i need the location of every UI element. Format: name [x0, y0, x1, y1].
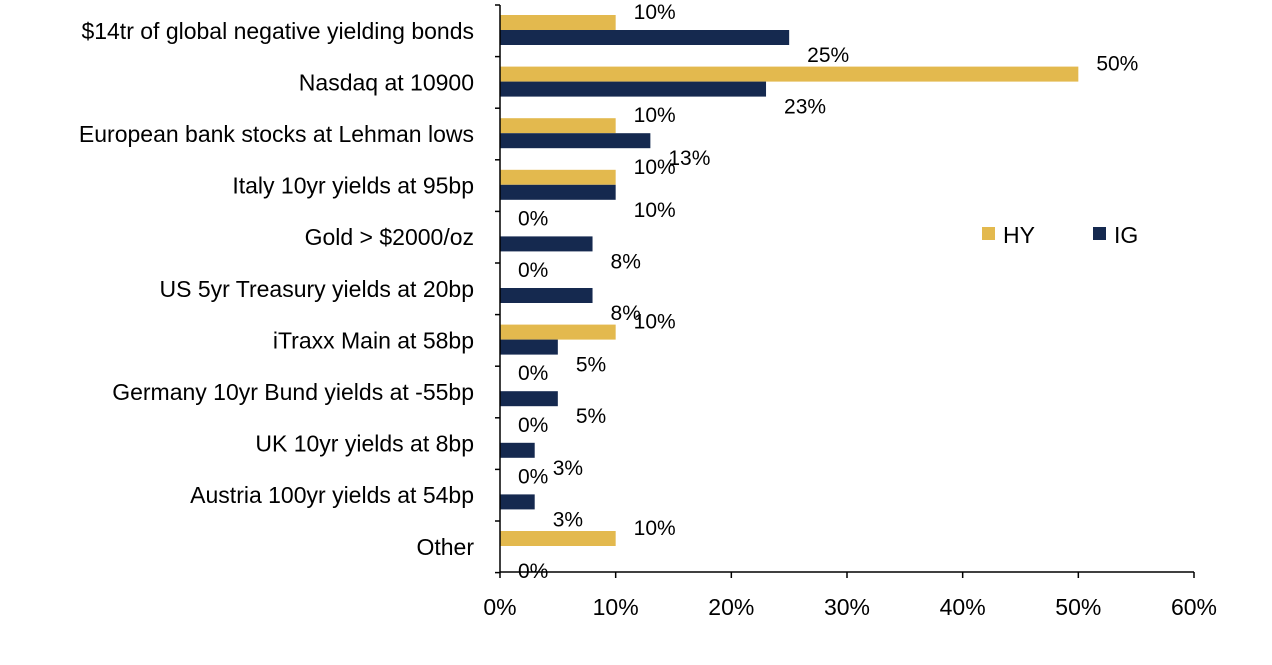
- data-label-ig-us-5yr-treasury-yields-at-20bp: 8%: [611, 302, 641, 325]
- bar-hy-other: [500, 531, 616, 546]
- category-label-us-5yr-treasury-yields-at-20bp: US 5yr Treasury yields at 20bp: [160, 276, 474, 302]
- data-label-ig-italy-10yr-yields-at-95bp: 10%: [634, 199, 676, 222]
- data-label-ig-itraxx-main-at-58bp: 5%: [576, 354, 606, 377]
- x-tick-label: 10%: [593, 594, 639, 620]
- data-label-hy-european-bank-stocks-at-lehman-lows: 10%: [634, 104, 676, 127]
- category-label-uk-10yr-yields-at-8bp: UK 10yr yields at 8bp: [255, 431, 474, 457]
- data-label-hy-austria-100yr-yields-at-54bp: 0%: [518, 465, 548, 488]
- category-label-gold-2000-oz: Gold > $2000/oz: [305, 224, 474, 250]
- bar-hy-italy-10yr-yields-at-95bp: [500, 169, 616, 185]
- bar-ig-european-bank-stocks-at-lehman-lows: [500, 133, 651, 149]
- bar-ig-itraxx-main-at-58bp: [500, 339, 558, 355]
- data-label-ig-gold-2000-oz: 8%: [611, 250, 641, 273]
- data-label-hy-nasdaq-at-10900: 50%: [1096, 53, 1138, 76]
- bar-hy-itraxx-main-at-58bp: [500, 324, 616, 340]
- data-label-hy-itraxx-main-at-58bp: 10%: [634, 311, 676, 334]
- legend-swatch-hy: [982, 227, 995, 240]
- bar-ig-nasdaq-at-10900: [500, 81, 767, 97]
- category-label-nasdaq-at-10900: Nasdaq at 10900: [299, 69, 474, 95]
- labels-layer: $14tr of global negative yielding bonds 1…: [79, 1, 1138, 583]
- bar-ig-gold-2000-oz: [500, 236, 593, 252]
- data-label-ig-austria-100yr-yields-at-54bp: 3%: [553, 508, 583, 531]
- bar-ig-14tr-of-global-negative-yielding-bonds: [500, 30, 790, 45]
- data-label-hy-us-5yr-treasury-yields-at-20bp: 0%: [518, 259, 548, 282]
- legend-swatch-ig: [1093, 227, 1106, 240]
- category-label-european-bank-stocks-at-lehman-lows: European bank stocks at Lehman lows: [79, 121, 474, 147]
- data-label-hy-gold-2000-oz: 0%: [518, 207, 548, 230]
- category-label-austria-100yr-yields-at-54bp: Austria 100yr yields at 54bp: [190, 482, 474, 508]
- data-label-ig-uk-10yr-yields-at-8bp: 3%: [553, 457, 583, 480]
- bar-ig-austria-100yr-yields-at-54bp: [500, 494, 535, 510]
- data-label-hy-italy-10yr-yields-at-95bp: 10%: [634, 156, 676, 179]
- x-tick-label: 30%: [824, 594, 870, 620]
- bar-hy-14tr-of-global-negative-yielding-bonds: [500, 15, 616, 30]
- x-tick-label: 60%: [1171, 594, 1217, 620]
- axis-layer: 0% 10% 20% 30% 40% 50% 60%: [483, 4, 1217, 620]
- legend-label-ig: IG: [1114, 222, 1138, 248]
- x-tick-label: 40%: [940, 594, 986, 620]
- x-tick-label: 50%: [1055, 594, 1101, 620]
- legend: HY IG: [982, 222, 1138, 248]
- bar-hy-nasdaq-at-10900: [500, 66, 1079, 82]
- bars-layer: [500, 15, 1079, 546]
- data-label-ig-germany-10yr-bund-yields-at-55bp: 5%: [576, 405, 606, 428]
- bar-ig-germany-10yr-bund-yields-at-55bp: [500, 391, 558, 407]
- x-tick-label: 0%: [483, 594, 516, 620]
- bar-ig-italy-10yr-yields-at-95bp: [500, 184, 616, 200]
- category-label-itraxx-main-at-58bp: iTraxx Main at 58bp: [273, 327, 474, 353]
- bar-ig-us-5yr-treasury-yields-at-20bp: [500, 288, 593, 303]
- legend-label-hy: HY: [1003, 222, 1035, 248]
- data-label-hy-other: 10%: [634, 517, 676, 540]
- category-label-germany-10yr-bund-yields-at-55bp: Germany 10yr Bund yields at -55bp: [112, 379, 474, 405]
- bar-ig-uk-10yr-yields-at-8bp: [500, 442, 535, 458]
- category-label-other: Other: [416, 534, 474, 560]
- data-label-ig-european-bank-stocks-at-lehman-lows: 13%: [668, 147, 710, 170]
- bar-hy-european-bank-stocks-at-lehman-lows: [500, 118, 616, 134]
- data-label-hy-germany-10yr-bund-yields-at-55bp: 0%: [518, 362, 548, 385]
- data-label-ig-14tr-of-global-negative-yielding-bonds: 25%: [807, 44, 849, 67]
- data-label-hy-uk-10yr-yields-at-8bp: 0%: [518, 414, 548, 437]
- category-label-14tr-of-global-negative-yielding-bonds: $14tr of global negative yielding bonds: [81, 18, 474, 44]
- data-label-ig-nasdaq-at-10900: 23%: [784, 96, 826, 119]
- data-label-hy-14tr-of-global-negative-yielding-bonds: 10%: [634, 1, 676, 24]
- category-label-italy-10yr-yields-at-95bp: Italy 10yr yields at 95bp: [232, 173, 474, 199]
- x-tick-label: 20%: [708, 594, 754, 620]
